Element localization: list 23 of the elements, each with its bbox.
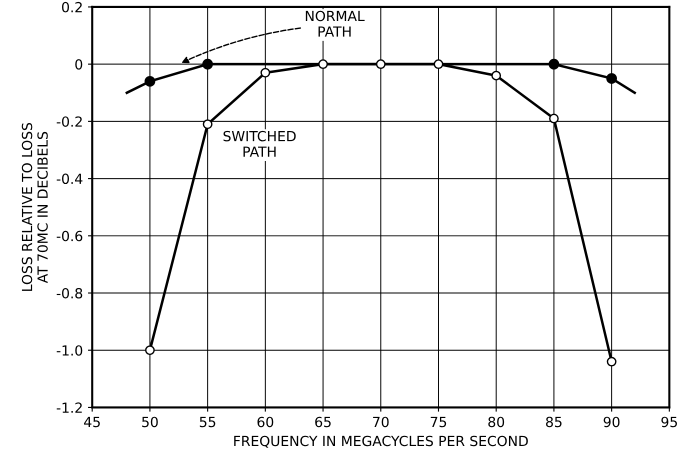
x-axis-title: FREQUENCY IN MEGACYCLES PER SECOND (234, 436, 528, 448)
y-tick-label: -1.2 (56, 402, 82, 413)
x-tick-label: 50 (142, 416, 158, 428)
x-tick-label: 60 (257, 416, 274, 428)
y-tick-label: -0.6 (56, 230, 82, 242)
y-tick-label: -0.8 (56, 288, 82, 298)
y-tick-label: 0.2 (62, 2, 82, 12)
series-label: SWITCHED PATH (224, 130, 296, 157)
x-tick-label: 45 (84, 416, 100, 428)
x-tick-label: 95 (661, 416, 677, 428)
y-tick-label: -0.4 (56, 174, 82, 184)
y-tick-label: -1.0 (56, 345, 82, 356)
series-label: NORMAL PATH (306, 10, 365, 37)
x-tick-label: 85 (546, 416, 562, 428)
x-tick-label: 65 (315, 416, 331, 428)
x-tick-label: 75 (430, 416, 446, 428)
x-tick-label: 70 (373, 416, 389, 428)
x-tick-label: 80 (488, 416, 504, 428)
x-tick-label: 55 (200, 416, 216, 428)
y-axis-title: LOSS RELATIVE TO LOSS AT 70MC IN DECIBELS (22, 122, 48, 291)
x-tick-label: 90 (604, 416, 620, 428)
y-tick-label: -0.2 (56, 116, 82, 127)
y-tick-label: 0 (75, 59, 82, 70)
